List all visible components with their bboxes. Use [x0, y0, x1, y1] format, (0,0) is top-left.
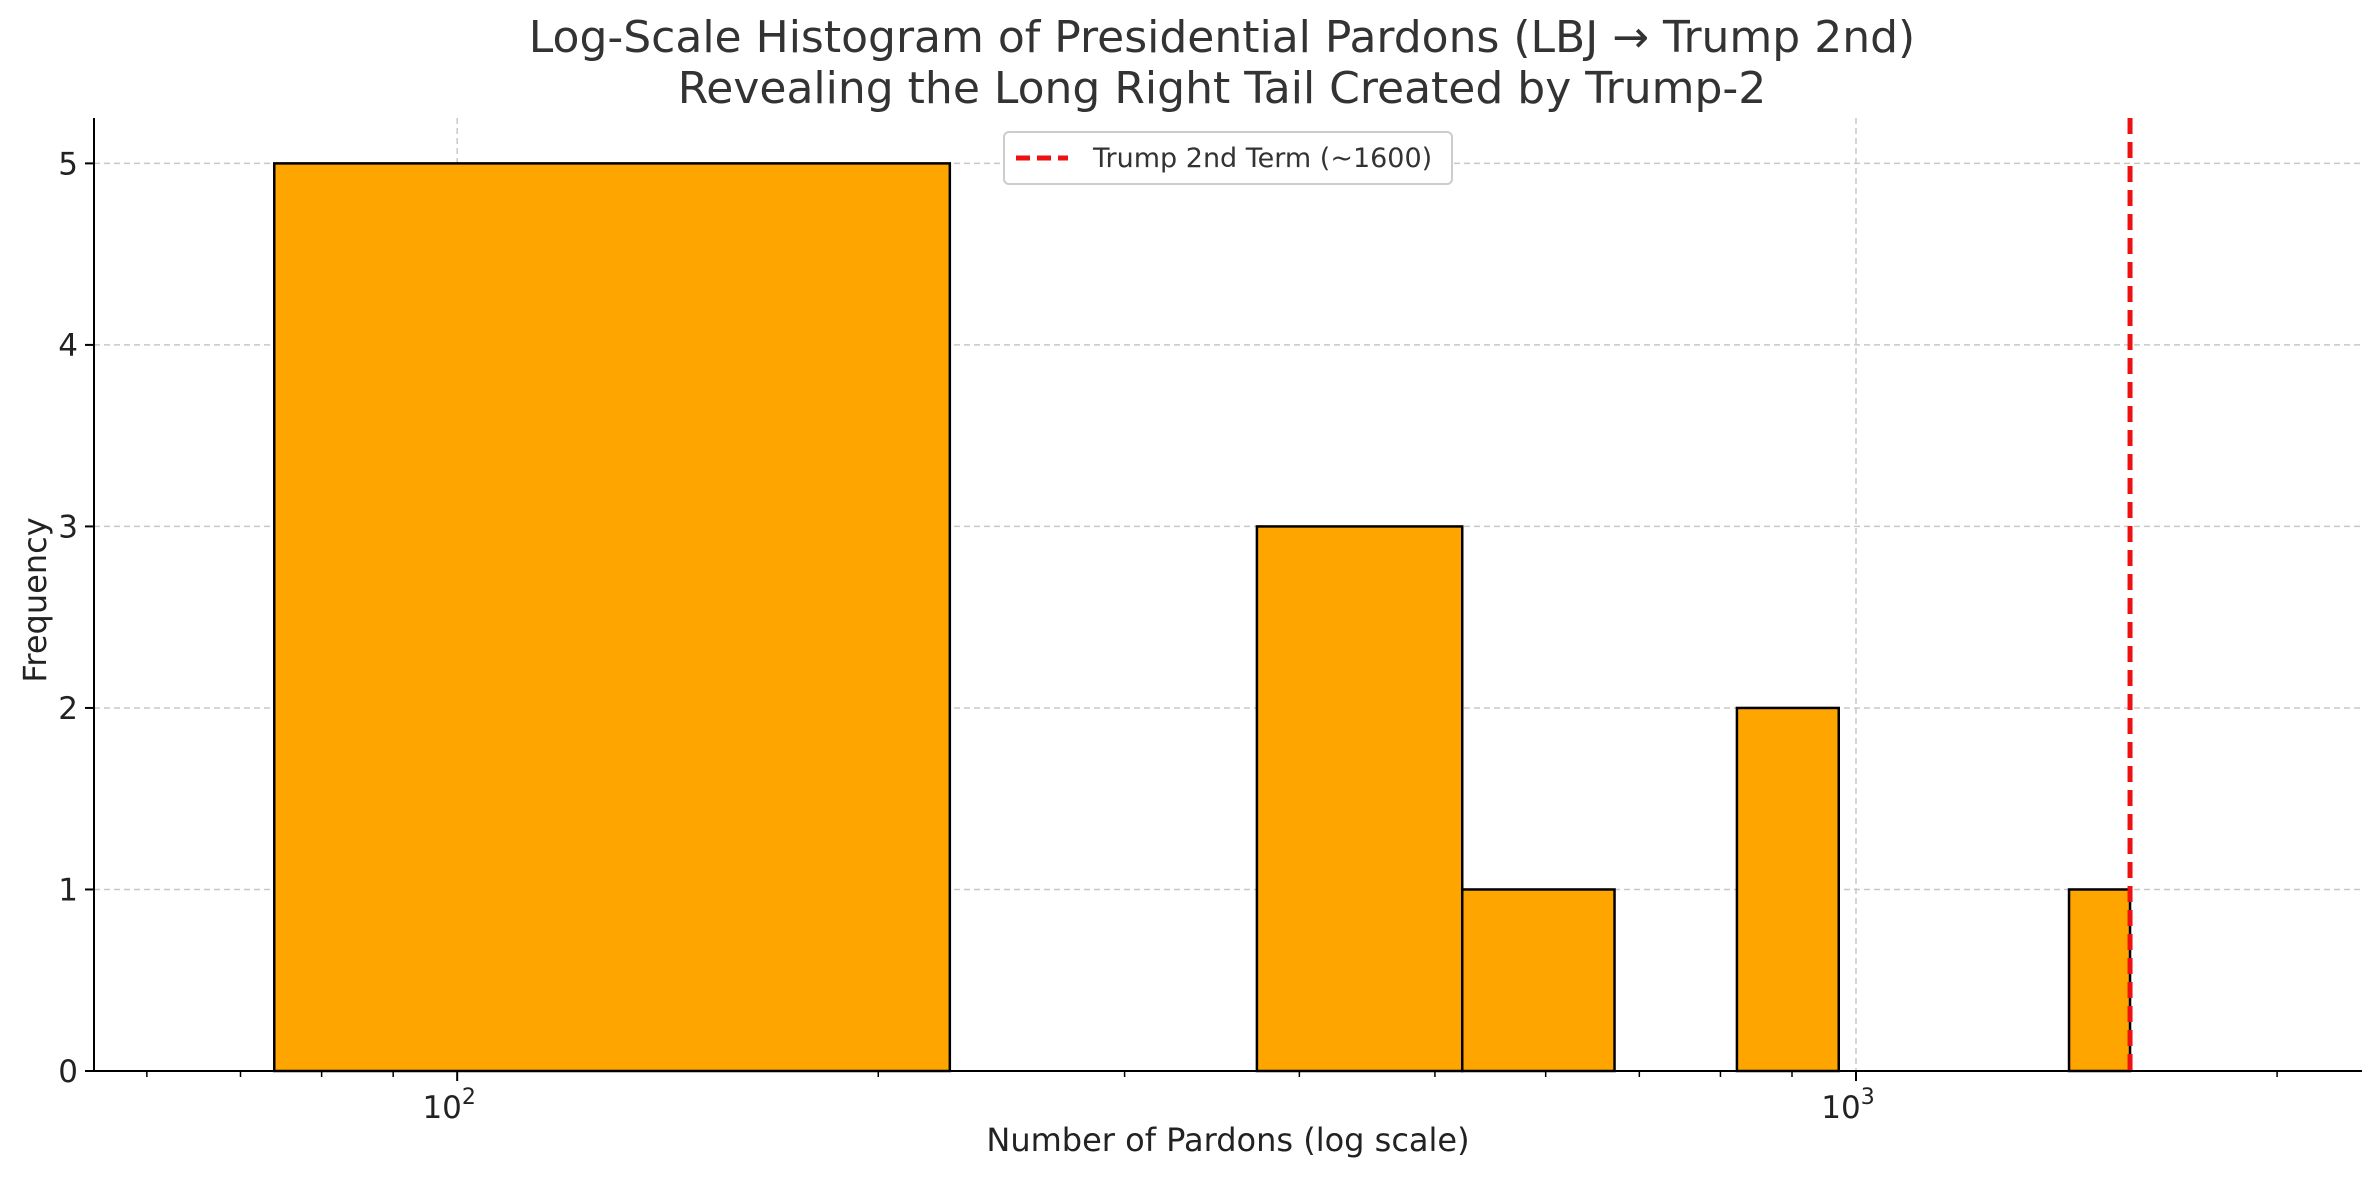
histogram-bar: [273, 162, 952, 1073]
legend-label: Trump 2nd Term (~1600): [1092, 143, 1432, 174]
axes: [85, 118, 2362, 1081]
x-axis-label: Number of Pardons (log scale): [986, 1121, 1469, 1159]
y-tick-label: 2: [58, 691, 78, 727]
histogram-bar: [1255, 525, 1464, 1073]
y-axis-label: Frequency: [16, 517, 54, 682]
legend-box: [1003, 131, 1453, 185]
chart-title-line1: Log-Scale Histogram of Presidential Pard…: [529, 12, 1915, 63]
y-tick-label: 4: [58, 328, 78, 364]
y-tick-label: 3: [58, 509, 78, 545]
y-tick-label: 5: [58, 146, 78, 182]
histogram-bar: [1460, 888, 1616, 1073]
y-tick-label: 0: [58, 1054, 78, 1090]
legend: Trump 2nd Term (~1600): [1003, 131, 1453, 185]
grid-lines: [94, 118, 2362, 1071]
histogram-bar: [2067, 888, 2132, 1073]
histogram-bar: [1735, 706, 1841, 1073]
tick-labels: 0 1 2 3 4 5 102 103: [58, 146, 1874, 1126]
chart-title-line2: Revealing the Long Right Tail Created by…: [678, 63, 1767, 114]
histogram-bars: [273, 162, 2132, 1073]
x-tick-label: 102: [422, 1085, 475, 1126]
x-tick-label: 103: [1821, 1085, 1874, 1126]
y-tick-label: 1: [58, 872, 78, 908]
